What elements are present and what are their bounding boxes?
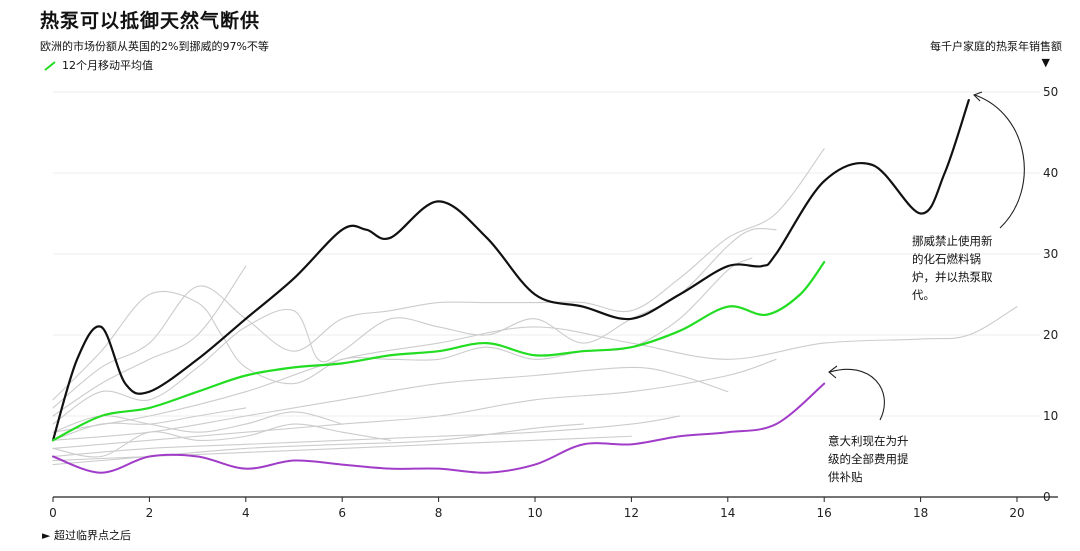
x-tick-label: 0 bbox=[49, 506, 57, 520]
series-line bbox=[52, 257, 753, 401]
series-line bbox=[52, 411, 343, 433]
x-tick-label: 6 bbox=[338, 506, 346, 520]
series-line bbox=[52, 407, 247, 441]
norway-arrowhead bbox=[973, 91, 983, 102]
y-tick-label: 30 bbox=[1043, 247, 1058, 261]
series-line bbox=[52, 265, 247, 417]
y-tick-label: 0 bbox=[1043, 490, 1051, 504]
y-tick-label: 40 bbox=[1043, 166, 1058, 180]
chart-subtitle: 欧洲的市场份额从英国的2%到挪威的97%不等 bbox=[40, 40, 269, 53]
legend: 12个月移动平均值 bbox=[44, 57, 153, 73]
x-tick-label: 18 bbox=[913, 506, 928, 520]
annotation-italy: 意大利现在为升级的全部费用提供补贴 bbox=[828, 434, 909, 484]
series-line bbox=[52, 366, 729, 441]
legend-label: 12个月移动平均值 bbox=[62, 59, 153, 72]
y-axis-label: 每千户家庭的热泵年销售额 bbox=[930, 40, 1062, 53]
y-axis: 0 10 20 30 40 50 bbox=[1043, 85, 1058, 504]
series-line bbox=[51, 99, 970, 442]
series-line bbox=[52, 423, 584, 466]
annotation-arrows bbox=[828, 91, 1025, 421]
x-tick-label: 12 bbox=[624, 506, 639, 520]
x-tick-label: 4 bbox=[242, 506, 250, 520]
legend-line-icon bbox=[44, 61, 56, 71]
series-line bbox=[52, 423, 391, 458]
x-axis-label: ► 超过临界点之后 bbox=[42, 529, 131, 542]
gridlines bbox=[53, 91, 1040, 417]
x-tick-label: 14 bbox=[720, 506, 735, 520]
italy-arrow bbox=[829, 368, 885, 421]
chart-title: 热泵可以抵御天然气断供 bbox=[40, 10, 261, 32]
y-axis-arrow: ▼ bbox=[1041, 56, 1050, 69]
x-tick-label: 10 bbox=[527, 506, 542, 520]
y-tick-label: 10 bbox=[1043, 409, 1058, 423]
series-line bbox=[52, 306, 1018, 433]
x-axis: 0 2 4 6 8 10 12 14 16 18 20 bbox=[49, 496, 1058, 520]
x-tick-label: 8 bbox=[435, 506, 443, 520]
series-lines bbox=[51, 99, 1018, 474]
x-tick-label: 20 bbox=[1009, 506, 1024, 520]
series-line bbox=[52, 358, 777, 449]
norway-arrow bbox=[974, 94, 1025, 229]
series-line bbox=[52, 148, 825, 409]
annotation-norway: 挪威禁止使用新的化石燃料锅炉，并以热泵取代。 bbox=[912, 234, 993, 302]
y-tick-label: 50 bbox=[1043, 85, 1058, 99]
series-line bbox=[52, 382, 826, 474]
italy-arrowhead bbox=[828, 365, 838, 379]
x-tick-label: 2 bbox=[146, 506, 154, 520]
series-line bbox=[52, 227, 777, 425]
series-line bbox=[51, 261, 826, 442]
x-tick-label: 16 bbox=[817, 506, 832, 520]
y-tick-label: 20 bbox=[1043, 328, 1058, 342]
